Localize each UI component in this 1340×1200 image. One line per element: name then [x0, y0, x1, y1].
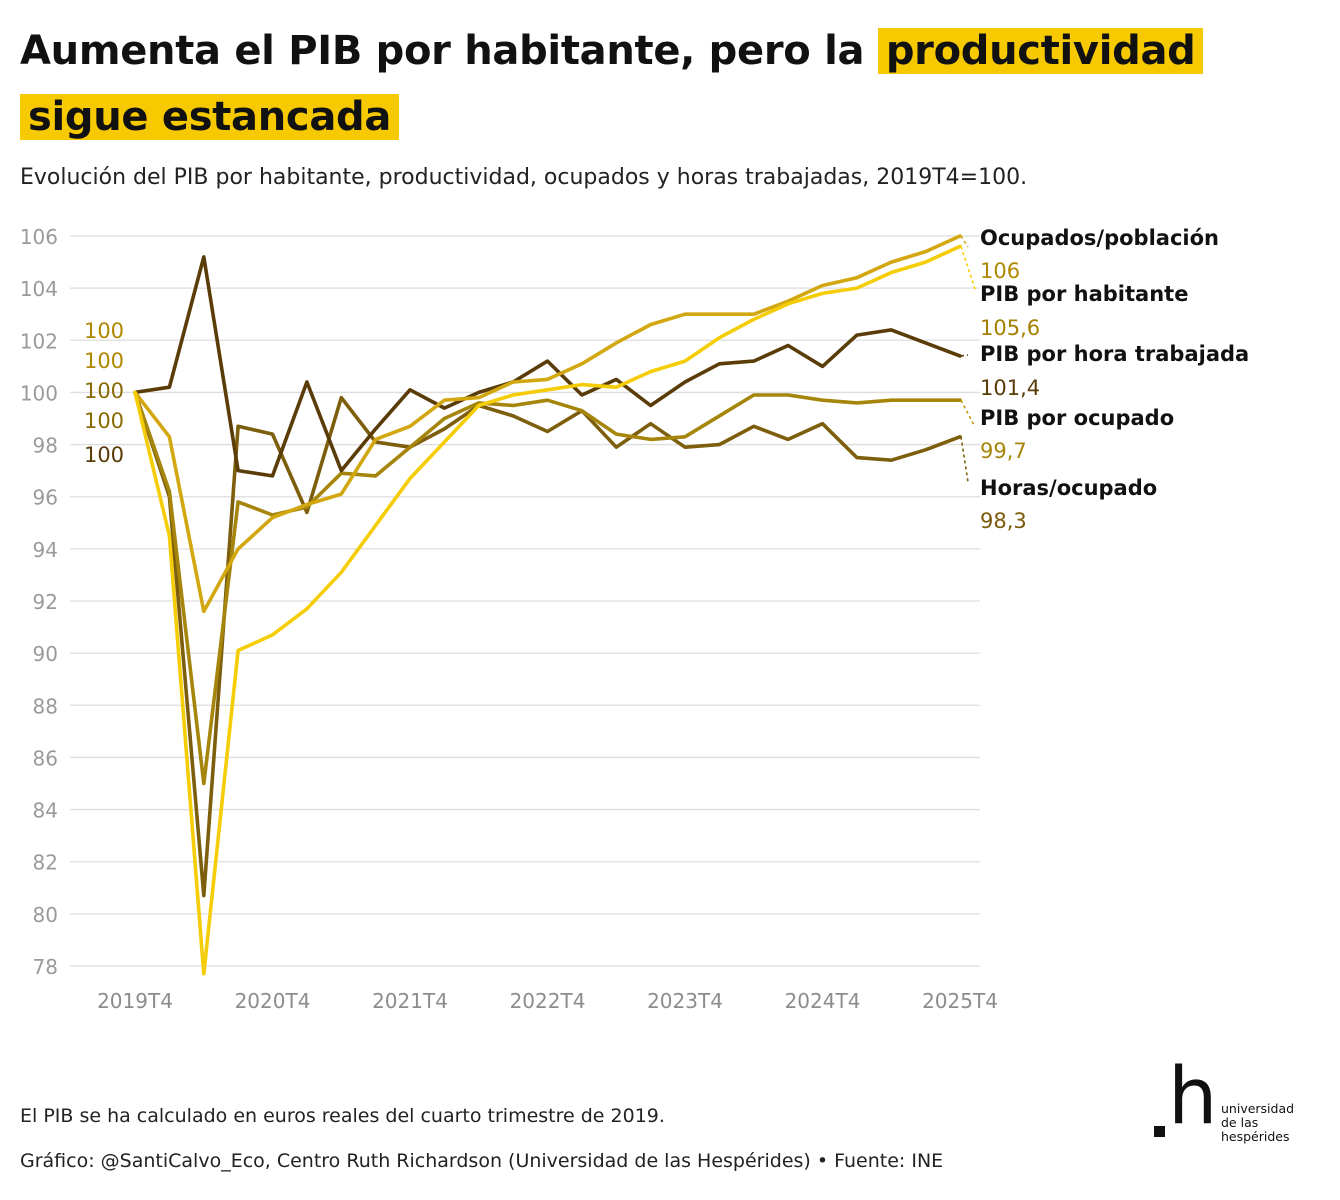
x-tick-label: 2020T4 [235, 989, 311, 1013]
chart-subtitle: Evolución del PIB por habitante, product… [20, 165, 1028, 190]
series-name-label: PIB por habitante [980, 282, 1188, 306]
y-tick-label: 82 [33, 851, 58, 875]
leader-line [960, 246, 977, 293]
start-value-label: 100 [84, 349, 124, 373]
start-value-label: 100 [84, 379, 124, 403]
leader-line [960, 354, 969, 357]
x-tick-label: 2025T4 [922, 989, 998, 1013]
y-tick-label: 96 [33, 486, 58, 510]
leader-line [960, 235, 969, 248]
start-value-label: 100 [84, 409, 124, 433]
logo-line-2: de las [1221, 1115, 1259, 1130]
logo-line-3: hespérides [1221, 1129, 1290, 1144]
series-end-value-label: 101,4 [980, 376, 1040, 400]
y-tick-label: 92 [33, 590, 58, 614]
line-chart: 106 104 102 100 98 96 94 92 90 88 86 84 82 80 78 2019T… [20, 225, 1249, 1013]
y-tick-label: 104 [20, 277, 58, 301]
leader-line [960, 436, 969, 483]
series-line-3 [133, 390, 962, 786]
leader-line [960, 399, 976, 428]
series-line-4 [133, 390, 962, 898]
y-tick-label: 88 [33, 694, 58, 718]
y-tick-label: 80 [33, 903, 58, 927]
series-name-label: Ocupados/población [980, 226, 1219, 250]
x-axis: 2019T4 2020T4 2021T4 2022T4 2023T4 2024T4 2025… [97, 989, 998, 1013]
y-tick-label: 102 [20, 329, 58, 353]
y-tick-label: 86 [33, 746, 58, 770]
series-name-label: PIB por ocupado [980, 406, 1174, 430]
y-tick-label: 84 [33, 799, 58, 823]
start-value-label: 100 [84, 319, 124, 343]
series-lines [133, 234, 962, 976]
y-tick-label: 90 [33, 642, 58, 666]
series-end-value-label: 98,3 [980, 509, 1027, 533]
series-line-2 [133, 255, 962, 478]
start-value-label: 100 [84, 443, 124, 467]
x-tick-label: 2022T4 [510, 989, 586, 1013]
series-name-label: Horas/ocupado [980, 476, 1157, 500]
source-credit: Gráfico: @SantiCalvo_Eco, Centro Ruth Ri… [20, 1150, 944, 1172]
chart-title: Aumenta el PIB por habitante, pero la pr… [20, 18, 1320, 150]
logo-line-1: universidad [1221, 1101, 1295, 1116]
series-end-value-label: 99,7 [980, 439, 1027, 463]
x-tick-label: 2024T4 [785, 989, 861, 1013]
title-plain: Aumenta el PIB por habitante, pero la [20, 28, 865, 74]
university-logo: h universidad de las hespérides [1150, 1058, 1320, 1152]
series-end-value-label: 106 [980, 259, 1020, 283]
series-line-0 [133, 234, 962, 614]
logo-mark: h [1168, 1052, 1218, 1142]
series-line-1 [133, 244, 962, 976]
logo-dot-icon [1154, 1126, 1165, 1137]
x-tick-label: 2019T4 [97, 989, 173, 1013]
series-end-value-label: 105,6 [980, 316, 1040, 340]
y-tick-label: 100 [20, 381, 58, 405]
logo-wordmark: universidad de las hespérides [1221, 1102, 1294, 1144]
start-labels: 100 100 100 100 100 [84, 319, 124, 467]
series-name-label: PIB por hora trabajada [980, 342, 1249, 366]
y-tick-label: 106 [20, 225, 58, 249]
x-tick-label: 2023T4 [647, 989, 723, 1013]
y-tick-label: 94 [33, 538, 58, 562]
y-tick-label: 98 [33, 434, 58, 458]
y-tick-label: 78 [33, 955, 58, 979]
footnote: El PIB se ha calculado en euros reales d… [20, 1105, 665, 1127]
y-axis: 106 104 102 100 98 96 94 92 90 88 86 84 82 80 78 [20, 225, 58, 979]
x-tick-label: 2021T4 [372, 989, 448, 1013]
